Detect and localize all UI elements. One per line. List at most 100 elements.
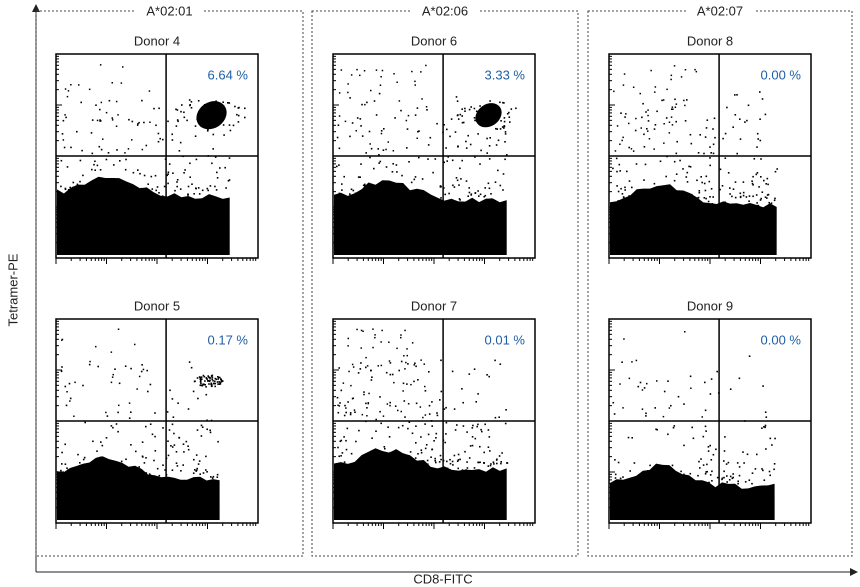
event-dot — [60, 469, 62, 472]
event-dot — [408, 421, 411, 423]
event-dot — [685, 202, 688, 205]
event-dot — [366, 415, 368, 417]
event-dot — [97, 365, 99, 368]
event-dot — [380, 130, 383, 132]
event-dot — [80, 195, 82, 198]
event-dot — [769, 474, 771, 477]
event-dot — [407, 363, 409, 365]
event-dot — [213, 382, 215, 385]
event-dot — [501, 126, 504, 128]
event-dot — [136, 124, 139, 126]
event-dot — [673, 160, 676, 163]
event-dot — [205, 377, 208, 379]
event-dot — [670, 74, 673, 77]
event-dot — [198, 193, 201, 195]
event-dot — [499, 184, 502, 187]
event-dot — [711, 480, 713, 482]
event-dot — [145, 194, 148, 197]
event-dot — [632, 480, 634, 482]
group-label-bg — [135, 3, 204, 19]
event-dot — [497, 169, 499, 172]
event-dot — [725, 463, 728, 465]
event-dot — [752, 184, 754, 186]
event-dot — [219, 119, 221, 121]
event-dot — [458, 184, 460, 186]
event-dot — [153, 107, 155, 110]
event-dot — [628, 377, 631, 380]
event-dot — [444, 441, 446, 444]
event-dot — [724, 132, 727, 135]
event-dot — [770, 202, 773, 204]
event-dot — [234, 105, 236, 108]
event-dot — [420, 436, 422, 438]
event-dot — [480, 149, 482, 152]
event-dot — [60, 159, 63, 162]
event-dot — [139, 473, 141, 476]
cell-population — [334, 448, 507, 522]
event-dot — [365, 366, 367, 369]
event-dot — [612, 401, 615, 404]
event-dot — [403, 400, 406, 402]
event-dot — [710, 152, 712, 154]
event-dot — [357, 372, 360, 374]
event-dot — [771, 444, 773, 446]
event-dot — [382, 462, 384, 464]
event-dot — [117, 411, 119, 414]
event-dot — [199, 380, 202, 383]
event-dot — [201, 189, 204, 192]
event-dot — [409, 193, 411, 195]
event-dot — [674, 106, 677, 108]
event-dot — [61, 471, 63, 474]
event-dot — [141, 441, 144, 443]
event-dot — [378, 185, 380, 187]
event-dot — [67, 189, 70, 191]
event-dot — [731, 195, 733, 198]
event-dot — [205, 455, 207, 458]
event-dot — [76, 183, 79, 186]
event-dot — [171, 133, 173, 136]
event-dot — [739, 118, 741, 120]
event-dot — [361, 135, 364, 137]
event-dot — [457, 118, 460, 120]
event-dot — [709, 474, 712, 476]
event-dot — [663, 123, 665, 125]
event-dot — [83, 456, 86, 459]
event-dot — [489, 450, 491, 452]
event-dot — [712, 143, 715, 146]
event-dot — [365, 402, 367, 405]
event-dot — [389, 373, 392, 376]
event-dot — [120, 475, 123, 477]
event-dot — [221, 380, 224, 382]
event-dot — [446, 468, 449, 470]
event-dot — [759, 91, 761, 93]
event-dot — [739, 195, 742, 198]
event-dot — [77, 453, 79, 456]
event-dot — [475, 401, 477, 403]
event-dot — [208, 194, 211, 197]
event-dot — [436, 414, 439, 417]
event-dot — [347, 345, 349, 347]
event-dot — [404, 329, 406, 332]
event-dot — [394, 117, 396, 119]
event-dot — [68, 196, 70, 198]
event-dot — [119, 160, 121, 162]
event-dot — [734, 196, 737, 199]
event-dot — [218, 376, 220, 379]
event-dot — [423, 363, 425, 365]
event-dot — [703, 197, 706, 199]
event-dot — [468, 187, 470, 189]
event-dot — [345, 448, 348, 451]
event-dot — [392, 163, 394, 165]
event-dot — [661, 99, 663, 102]
event-dot — [72, 478, 74, 480]
event-dot — [656, 380, 658, 382]
event-dot — [422, 191, 425, 194]
event-dot — [413, 380, 415, 383]
event-dot — [73, 415, 75, 417]
event-dot — [64, 463, 67, 465]
event-dot — [171, 398, 174, 400]
event-dot — [484, 423, 486, 426]
event-dot — [644, 163, 647, 166]
event-dot — [209, 429, 211, 432]
event-dot — [110, 381, 113, 384]
